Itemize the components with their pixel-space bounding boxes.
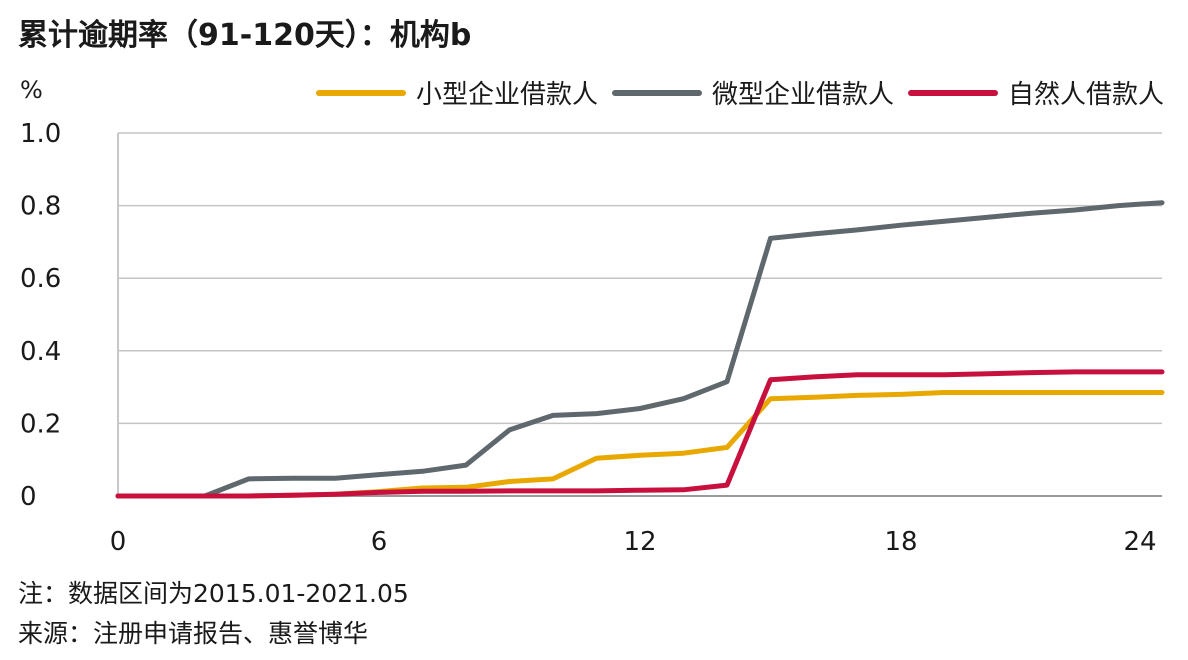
legend-label-individual: 自然人借款人 [1007,80,1164,110]
y-tick-label: 1.0 [20,119,61,149]
x-tick-label: 12 [623,527,656,557]
series-line-2 [115,369,1165,499]
legend-label-small-enterprise: 小型企业借款人 [415,80,598,110]
y-tick-label: 0.6 [20,264,61,294]
x-tick-label: 6 [371,527,388,557]
y-axis-unit-label: % [20,76,43,104]
legend-swatch-small-enterprise [315,89,406,96]
x-tick-label: 0 [110,527,127,557]
y-tick-label: 0 [20,482,37,512]
footnote-data-range: 注：数据区间为2015.01-2021.05 [18,579,409,608]
legend-item-micro-enterprise: 微型企业借款人 [611,74,894,111]
legend-swatch-micro-enterprise [611,89,702,96]
series-line-1 [115,200,1165,499]
legend-item-small-enterprise: 小型企业借款人 [315,74,598,111]
y-tick-label: 0.8 [20,192,61,222]
y-tick-label: 0.2 [20,409,61,439]
y-tick-label: 0.4 [20,337,61,367]
x-tick-label: 18 [884,527,917,557]
chart-legend: 小型企业借款人 微型企业借款人 自然人借款人 [315,74,1164,111]
legend-item-individual: 自然人借款人 [907,74,1164,111]
chart-title: 累计逾期率（91-120天）：机构b [18,18,472,53]
footnote-source: 来源：注册申请报告、惠誉博华 [18,619,369,648]
x-tick-label: 24 [1123,527,1156,557]
legend-label-micro-enterprise: 微型企业借款人 [711,80,894,110]
legend-swatch-individual [907,89,998,96]
